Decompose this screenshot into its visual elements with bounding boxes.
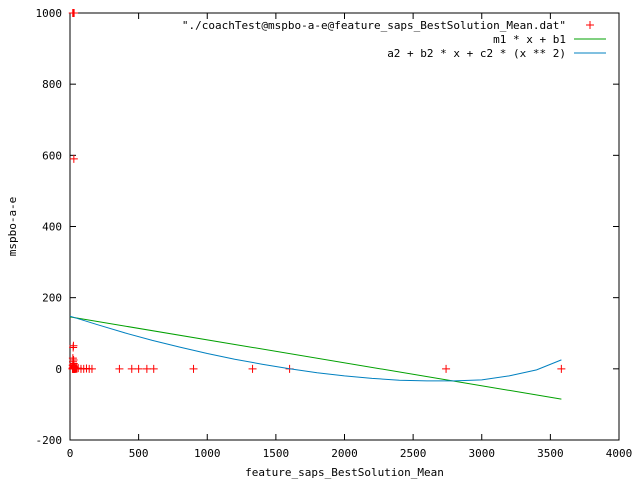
legend-entry: a2 + b2 * x + c2 * (x ** 2) [387, 47, 606, 60]
x-axis-label: feature_saps_BestSolution_Mean [245, 466, 444, 479]
series-line [69, 316, 562, 400]
data-point [134, 364, 143, 373]
x-tick-label: 1500 [263, 447, 290, 460]
legend-entry: m1 * x + b1 [493, 33, 606, 46]
x-tick-label: 2500 [400, 447, 427, 460]
data-point [69, 341, 78, 350]
y-axis-label: mspbo-a-e [6, 197, 19, 257]
data-point [442, 364, 451, 373]
data-point [557, 364, 566, 373]
series-layer [68, 9, 566, 400]
y-tick-label: 600 [42, 149, 62, 162]
data-point [189, 364, 198, 373]
series-1 [68, 9, 566, 373]
x-tick-label: 0 [67, 447, 74, 460]
data-point [248, 364, 257, 373]
series-3 [69, 315, 562, 382]
y-tick-label: 200 [42, 292, 62, 305]
legend-label: a2 + b2 * x + c2 * (x ** 2) [387, 47, 566, 60]
data-point [149, 364, 158, 373]
x-tick-label: 3500 [537, 447, 564, 460]
y-tick-label: -200 [36, 434, 63, 447]
legend-marker [586, 21, 594, 29]
data-point [115, 364, 124, 373]
legend: "./coachTest@mspbo-a-e@feature_saps_Best… [182, 19, 606, 60]
series-2 [69, 316, 562, 400]
data-point [87, 364, 96, 373]
x-tick-label: 2000 [331, 447, 358, 460]
x-tick-label: 4000 [606, 447, 633, 460]
x-tick-label: 3000 [469, 447, 496, 460]
legend-label: "./coachTest@mspbo-a-e@feature_saps_Best… [182, 19, 566, 32]
y-tick-label: 0 [55, 363, 62, 376]
y-axis: -200 0 200 400 600 800 1000 [36, 7, 619, 447]
x-tick-label: 500 [129, 447, 149, 460]
data-point [69, 154, 78, 163]
x-axis: 0 500 1000 1500 2000 2500 3000 3500 4000 [67, 13, 633, 460]
legend-label: m1 * x + b1 [493, 33, 566, 46]
data-point [142, 364, 151, 373]
series-line [69, 315, 562, 382]
y-tick-label: 400 [42, 221, 62, 234]
x-tick-label: 1000 [194, 447, 221, 460]
y-tick-label: 800 [42, 78, 62, 91]
data-point [68, 354, 77, 363]
legend-entry: "./coachTest@mspbo-a-e@feature_saps_Best… [182, 19, 594, 32]
data-point [70, 9, 79, 17]
data-point [127, 364, 136, 373]
y-tick-label: 1000 [36, 7, 63, 20]
